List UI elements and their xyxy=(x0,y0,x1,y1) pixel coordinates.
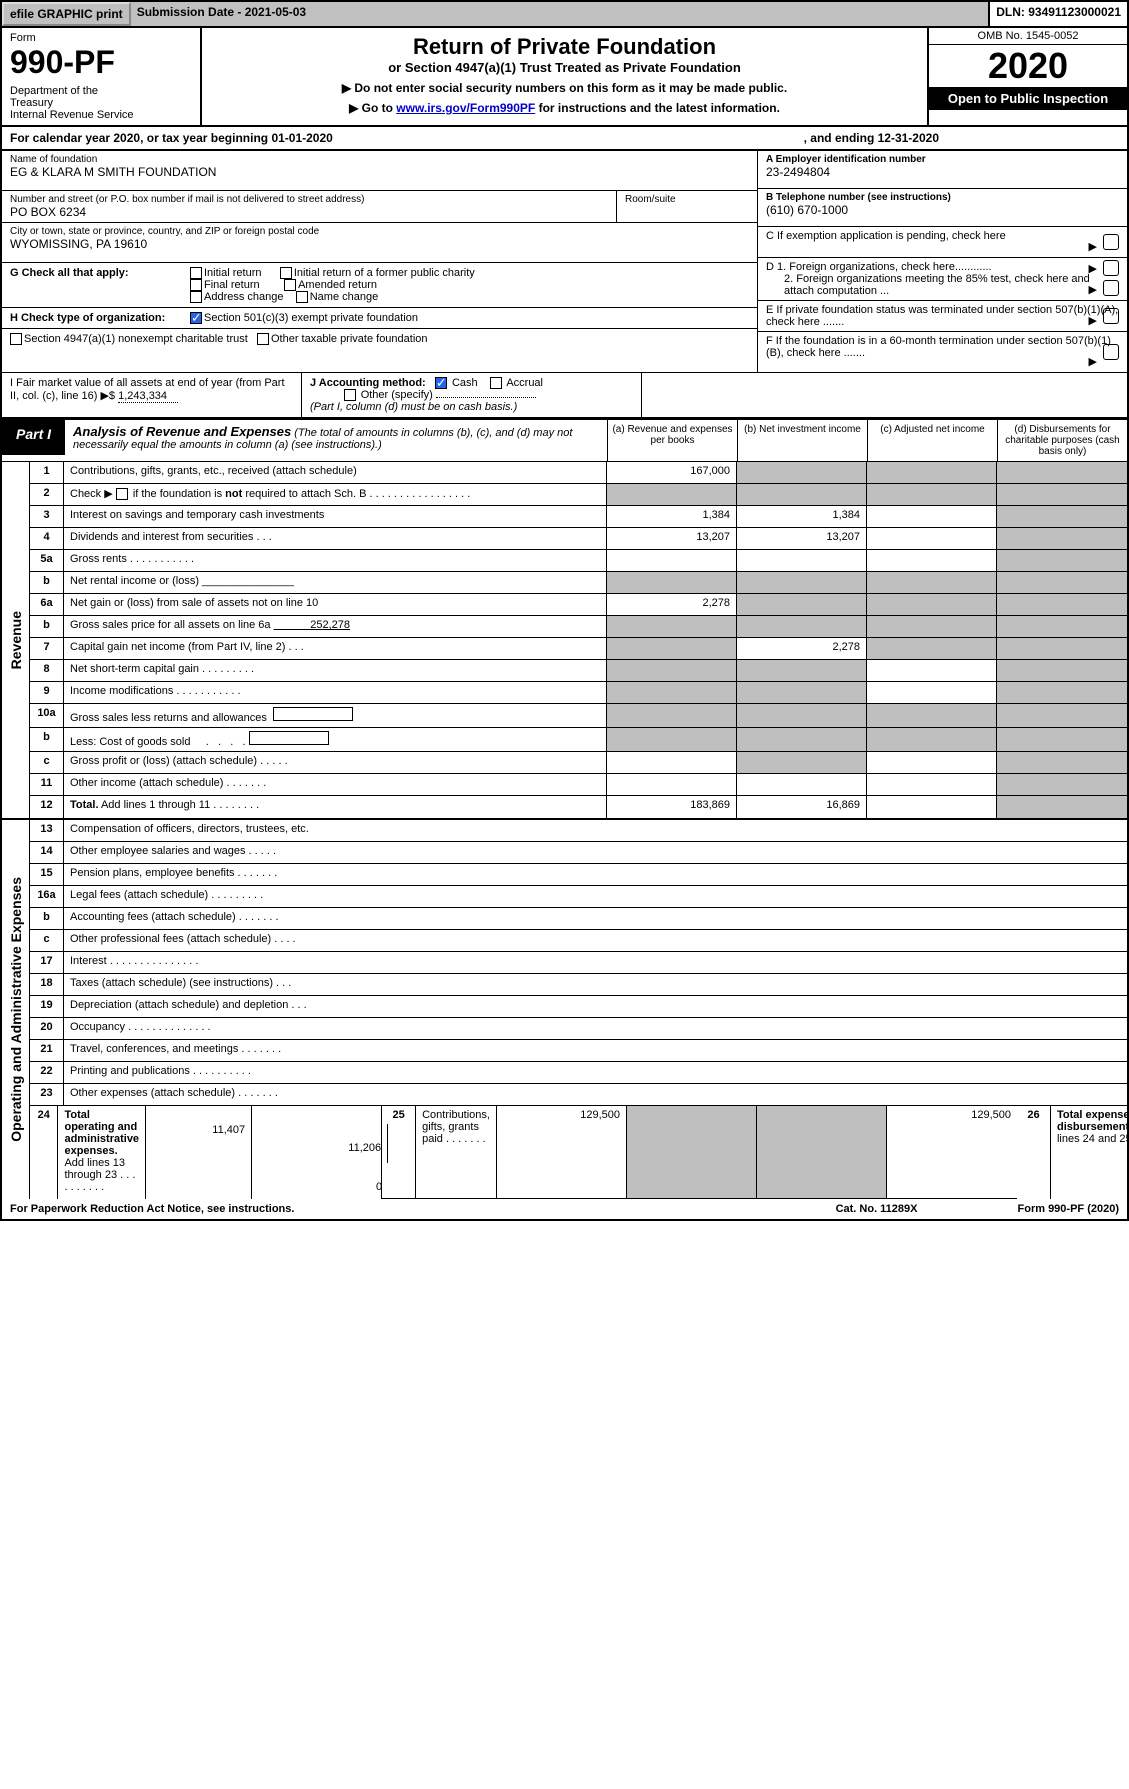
chk-other-acct[interactable] xyxy=(344,389,356,401)
h-label: H Check type of organization: xyxy=(10,312,190,324)
i-val: 1,243,334 xyxy=(118,390,178,403)
form-header: Form 990-PF Department of theTreasuryInt… xyxy=(0,28,1129,127)
tel: (610) 670-1000 xyxy=(766,203,1119,217)
submission-date: Submission Date - 2021-05-03 xyxy=(131,2,991,26)
pra-notice: For Paperwork Reduction Act Notice, see … xyxy=(10,1203,294,1215)
dept: Department of theTreasuryInternal Revenu… xyxy=(10,85,192,121)
chk-4947[interactable] xyxy=(10,333,22,345)
chk-accrual[interactable] xyxy=(490,377,502,389)
chk-d2[interactable] xyxy=(1103,280,1119,296)
addr-label: Number and street (or P.O. box number if… xyxy=(10,194,608,205)
col-a: (a) Revenue and expenses per books xyxy=(607,420,737,461)
dln: DLN: 93491123000021 xyxy=(990,2,1127,26)
bottom-info: I Fair market value of all assets at end… xyxy=(0,372,1129,418)
chk-d1[interactable] xyxy=(1103,260,1119,276)
chk-c[interactable] xyxy=(1103,234,1119,250)
col-d: (d) Disbursements for charitable purpose… xyxy=(997,420,1127,461)
chk-namechange[interactable] xyxy=(296,291,308,303)
tel-label: B Telephone number (see instructions) xyxy=(766,192,1119,203)
city: WYOMISSING, PA 19610 xyxy=(10,237,749,251)
d2-text: 2. Foreign organizations meeting the 85%… xyxy=(766,273,1119,297)
part1-header: Part I Analysis of Revenue and Expenses … xyxy=(0,418,1129,462)
ein: 23-2494804 xyxy=(766,165,1119,179)
chk-other-taxable[interactable] xyxy=(257,333,269,345)
form-subtitle: or Section 4947(a)(1) Trust Treated as P… xyxy=(208,60,921,75)
e-text: E If private foundation status was termi… xyxy=(766,304,1118,328)
chk-initial-former[interactable] xyxy=(280,267,292,279)
chk-final[interactable] xyxy=(190,279,202,291)
footer: For Paperwork Reduction Act Notice, see … xyxy=(2,1199,1127,1219)
chk-schb[interactable] xyxy=(116,488,128,500)
omb: OMB No. 1545-0052 xyxy=(929,28,1127,45)
form-label: Form xyxy=(10,32,192,44)
chk-cash[interactable] xyxy=(435,377,447,389)
chk-addrchange[interactable] xyxy=(190,291,202,303)
form-ref: Form 990-PF (2020) xyxy=(1018,1203,1120,1215)
city-label: City or town, state or province, country… xyxy=(10,226,749,237)
chk-amended[interactable] xyxy=(284,279,296,291)
instr-2: ▶ Go to www.irs.gov/Form990PF for instru… xyxy=(208,101,921,115)
addr: PO BOX 6234 xyxy=(10,205,608,219)
chk-f[interactable] xyxy=(1103,344,1119,360)
top-bar: efile GRAPHIC print Submission Date - 20… xyxy=(0,0,1129,28)
g-label: G Check all that apply: xyxy=(10,267,190,279)
info-block: Name of foundation EG & KLARA M SMITH FO… xyxy=(0,151,1129,372)
chk-e[interactable] xyxy=(1103,308,1119,324)
tax-year: 2020 xyxy=(929,45,1127,87)
j-note: (Part I, column (d) must be on cash basi… xyxy=(310,401,517,413)
form-title: Return of Private Foundation xyxy=(208,34,921,60)
side-expenses: Operating and Administrative Expenses xyxy=(2,820,30,1199)
part1-table: Revenue 1Contributions, gifts, grants, e… xyxy=(0,462,1129,1221)
col-c: (c) Adjusted net income xyxy=(867,420,997,461)
c-text: C If exemption application is pending, c… xyxy=(766,230,1006,242)
cat-no: Cat. No. 11289X xyxy=(836,1203,918,1215)
form-number: 990-PF xyxy=(10,44,192,81)
instr-1: ▶ Do not enter social security numbers o… xyxy=(208,81,921,95)
side-revenue: Revenue xyxy=(2,462,30,818)
calendar-year: For calendar year 2020, or tax year begi… xyxy=(0,127,1129,151)
ein-label: A Employer identification number xyxy=(766,154,1119,165)
chk-501c3[interactable] xyxy=(190,312,202,324)
chk-initial[interactable] xyxy=(190,267,202,279)
open-public: Open to Public Inspection xyxy=(929,87,1127,110)
j-label: J Accounting method: xyxy=(310,377,426,389)
d1-text: D 1. Foreign organizations, check here..… xyxy=(766,261,992,273)
suite-label: Room/suite xyxy=(625,194,749,205)
foundation-name: EG & KLARA M SMITH FOUNDATION xyxy=(10,165,749,179)
col-b: (b) Net investment income xyxy=(737,420,867,461)
name-label: Name of foundation xyxy=(10,154,749,165)
f-text: F If the foundation is in a 60-month ter… xyxy=(766,335,1111,359)
efile-button[interactable]: efile GRAPHIC print xyxy=(2,2,131,26)
part1-tag: Part I xyxy=(2,420,65,455)
irs-link[interactable]: www.irs.gov/Form990PF xyxy=(396,101,535,115)
